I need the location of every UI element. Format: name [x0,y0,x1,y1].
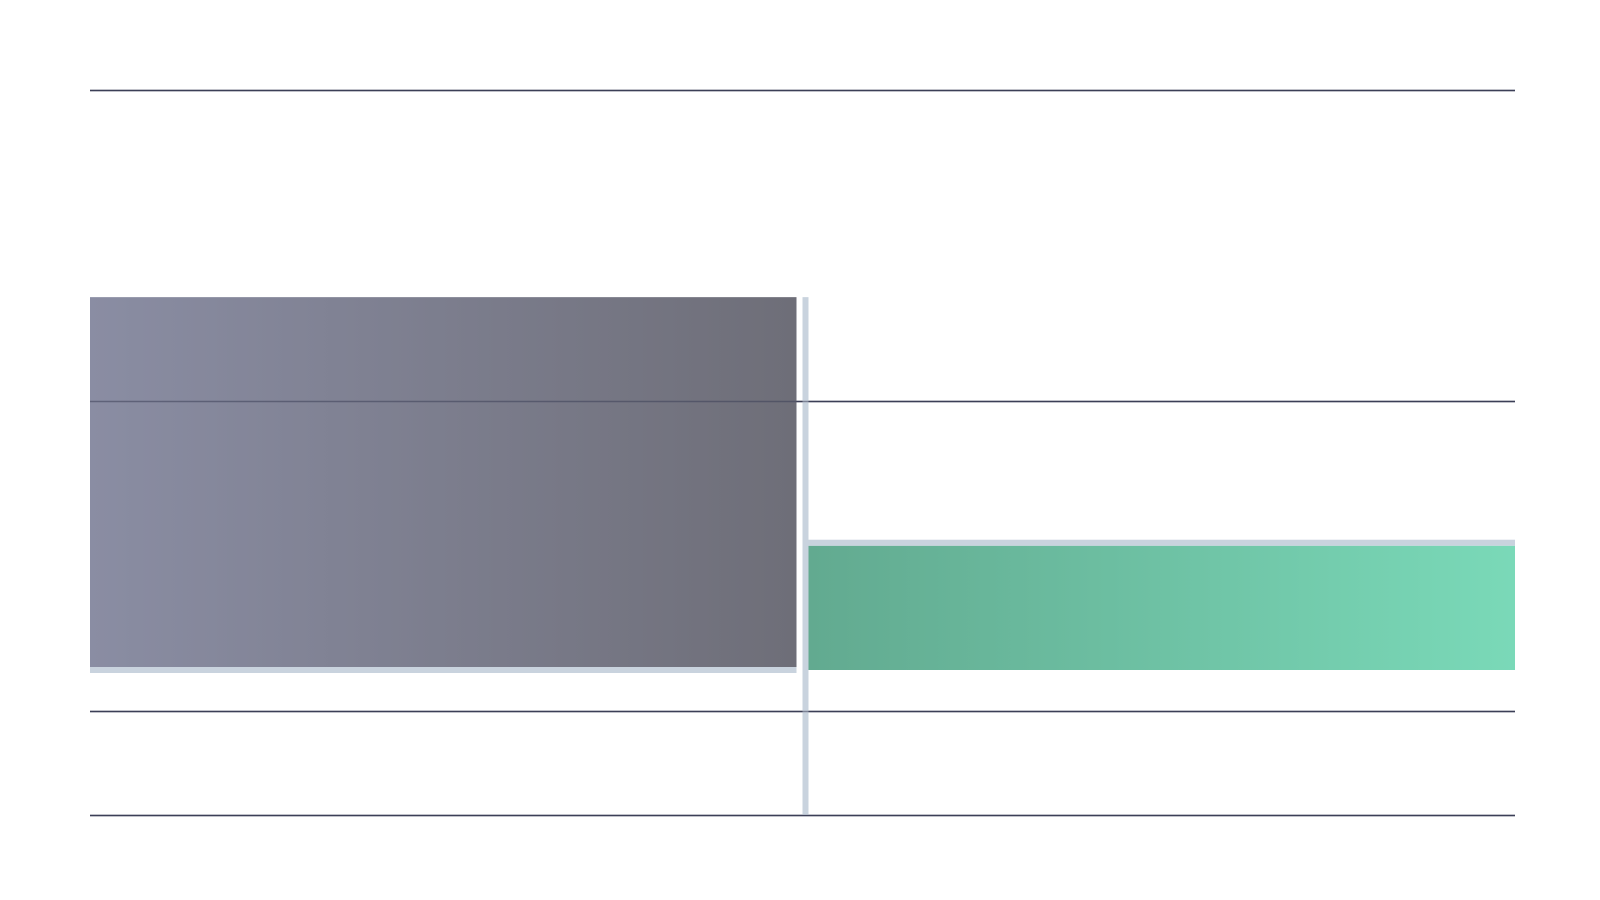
gridline-overlays [90,89,1515,817]
bars [90,297,1515,670]
connector-vertical-0 [802,297,809,816]
connector-top-1 [805,539,1515,546]
connectors [90,297,1515,816]
connector-base-0 [90,667,797,673]
bar-1 [808,545,1515,670]
bar-0 [90,297,797,670]
